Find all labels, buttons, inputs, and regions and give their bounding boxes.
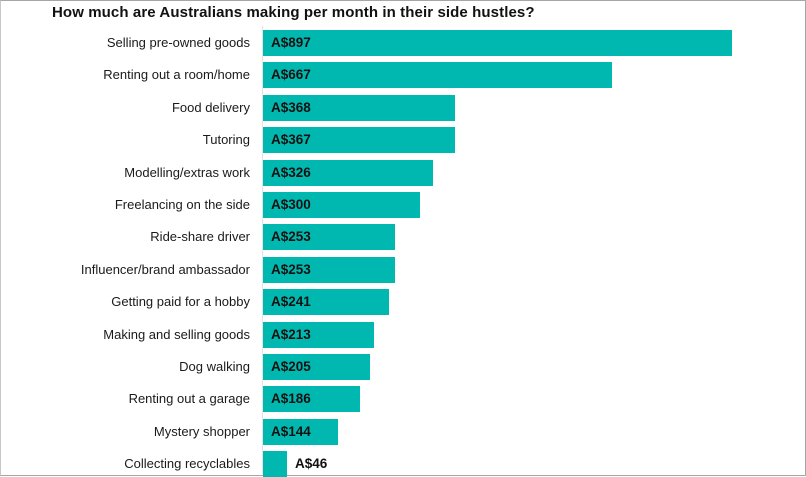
category-label: Getting paid for a hobby — [111, 294, 250, 310]
bar-row: Freelancing on the side A$300 — [0, 192, 806, 218]
category-axis-line — [262, 26, 263, 474]
category-label: Influencer/brand ambassador — [80, 261, 250, 277]
value-label: A$241 — [271, 294, 311, 310]
bar — [263, 386, 360, 413]
value-label: A$368 — [271, 99, 311, 115]
category-label: Dog walking — [179, 359, 250, 374]
category-label: Making and selling goods — [103, 326, 250, 342]
bar-row: Mystery shopper A$144 — [0, 418, 806, 445]
bar-row: Food delivery A$368 — [0, 94, 806, 121]
value-label: A$46 — [295, 456, 328, 472]
bar-row: Getting paid for a hobby A$241 — [0, 289, 806, 316]
bar — [263, 192, 420, 218]
bar — [263, 321, 374, 348]
bar — [263, 94, 455, 121]
bar-row: Modelling/extras work A$326 — [0, 159, 806, 186]
bar-row: Dog walking A$205 — [0, 354, 806, 380]
bar — [263, 289, 389, 316]
category-label: Modelling/extras work — [124, 164, 250, 180]
value-label: A$300 — [271, 197, 311, 212]
bar — [263, 159, 433, 186]
category-label: Renting out a garage — [128, 391, 250, 407]
category-label: Food delivery — [171, 99, 250, 115]
bar-row: Ride-share driver A$253 — [0, 224, 806, 251]
bar — [263, 354, 370, 380]
bar-row: Making and selling goods A$213 — [0, 321, 806, 348]
bar-row: Collecting recyclables A$46 — [0, 451, 806, 477]
value-label: A$144 — [271, 423, 311, 439]
value-label: A$253 — [271, 229, 311, 245]
category-label: Renting out a room/home — [103, 67, 250, 83]
bar — [263, 62, 612, 89]
bar-row: Renting out a room/home A$667 — [0, 62, 806, 89]
value-label: A$213 — [271, 326, 311, 342]
value-label: A$326 — [271, 164, 311, 180]
bar — [263, 256, 395, 283]
bar-row: Tutoring A$367 — [0, 127, 806, 154]
bar — [263, 418, 338, 445]
bar — [263, 451, 287, 477]
bar-row: Selling pre-owned goods A$897 — [0, 30, 806, 56]
value-label: A$186 — [271, 391, 311, 407]
bar — [263, 224, 395, 251]
bar — [263, 30, 732, 56]
category-label: Collecting recyclables — [124, 456, 250, 472]
category-label: Freelancing on the side — [114, 197, 250, 212]
category-label: Mystery shopper — [153, 423, 250, 439]
value-label: A$897 — [271, 35, 311, 50]
value-label: A$205 — [271, 359, 311, 374]
bar-row: Influencer/brand ambassador A$253 — [0, 256, 806, 283]
bar — [263, 127, 455, 154]
bar-row: Renting out a garage A$186 — [0, 386, 806, 413]
value-label: A$667 — [271, 67, 311, 83]
category-label: Tutoring — [202, 132, 250, 148]
category-label: Ride-share driver — [150, 229, 250, 245]
value-label: A$253 — [271, 261, 311, 277]
category-label: Selling pre-owned goods — [106, 35, 250, 50]
chart-title: How much are Australians making per mont… — [52, 4, 535, 21]
value-label: A$367 — [271, 132, 311, 148]
